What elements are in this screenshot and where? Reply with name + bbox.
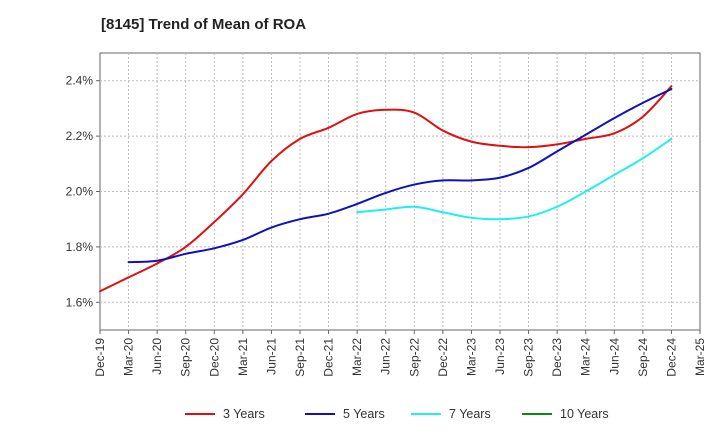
x-tick-label: Dec-24	[664, 338, 678, 377]
x-tick-label: Jun-24	[607, 338, 621, 375]
x-tick-label: Mar-20	[122, 338, 136, 376]
y-tick-label: 2.2%	[66, 129, 94, 143]
legend-label-7-years[interactable]: 7 Years	[449, 407, 491, 421]
series-line-5-years	[127, 88, 673, 264]
x-tick-label: Jun-23	[493, 338, 507, 375]
x-tick-label: Mar-21	[236, 338, 250, 376]
x-tick-label: Dec-23	[550, 338, 564, 377]
x-tick-label: Jun-22	[379, 338, 393, 375]
x-tick-label: Sep-20	[179, 338, 193, 377]
x-tick-label: Sep-22	[407, 338, 421, 377]
x-tick-label: Sep-24	[636, 338, 650, 377]
x-tick-label: Sep-23	[522, 338, 536, 377]
x-tick-label: Dec-20	[207, 338, 221, 377]
legend-label-3-years[interactable]: 3 Years	[223, 407, 265, 421]
legend-label-5-years[interactable]: 5 Years	[343, 407, 385, 421]
series-group	[99, 85, 673, 293]
series-line-7-years	[356, 137, 673, 221]
x-tick-label: Mar-24	[579, 338, 593, 376]
y-tick-label: 2.4%	[66, 74, 94, 88]
x-tick-label: Jun-21	[264, 338, 278, 375]
x-tick-label: Jun-20	[150, 338, 164, 375]
x-axis: Dec-19 Mar-20 Jun-20 Sep-20 Dec-20 Mar-21 Jun-…	[93, 330, 707, 377]
x-tick-label: Dec-22	[436, 338, 450, 377]
y-tick-label: 1.6%	[66, 295, 94, 309]
y-axis: 1.6% 1.8% 2.0% 2.2% 2.4%	[66, 74, 100, 309]
grid-lines	[100, 53, 700, 330]
legend[interactable]: 3 Years 5 Years 7 Years 10 Years	[185, 407, 609, 421]
legend-label-10-years[interactable]: 10 Years	[560, 407, 609, 421]
x-tick-label: Mar-25	[693, 338, 707, 376]
y-tick-label: 1.8%	[66, 240, 94, 254]
x-tick-label: Sep-21	[293, 338, 307, 377]
x-tick-label: Dec-21	[322, 338, 336, 377]
x-tick-label: Dec-19	[93, 338, 107, 377]
chart-title: [8145] Trend of Mean of ROA	[101, 16, 306, 33]
x-tick-label: Mar-23	[464, 338, 478, 376]
x-tick-label: Mar-22	[350, 338, 364, 376]
y-tick-label: 2.0%	[66, 185, 94, 199]
